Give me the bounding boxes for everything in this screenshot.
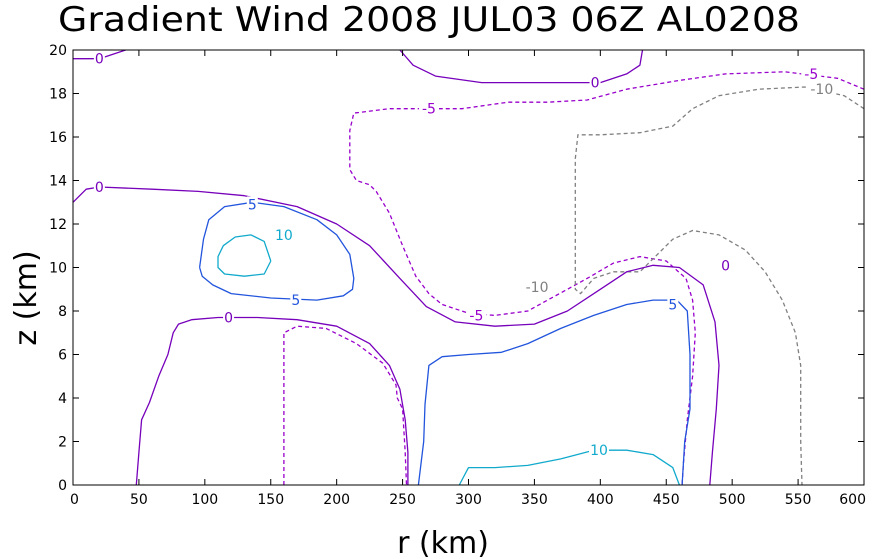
contour-label: -5 [469,308,483,324]
x-tick-label: 400 [587,492,614,508]
contour-label-bg [223,309,235,326]
contour-label: 5 [291,293,300,309]
contour-label-bg [589,74,601,91]
contour-line [135,316,409,486]
y-tick-label: 4 [58,391,67,407]
contour-label-bg [290,292,302,309]
contour-label: 5 [248,197,257,213]
contour-line [399,49,644,84]
contour-label: -5 [804,67,818,83]
y-tick-label: 16 [49,130,67,146]
contour-label: -10 [526,280,549,296]
contour-label-bg [807,81,837,98]
y-axis-label: z (km) [9,250,44,345]
x-tick-label: 300 [455,492,482,508]
x-tick-label: 600 [839,492,866,508]
y-axis-ticks: 0 2 4 6 8 10 12 14 16 18 20 [49,43,864,494]
contour-line [198,201,355,301]
x-axis-label: r (km) [397,526,489,559]
x-tick-label: 350 [521,492,548,508]
contour-label-bg [801,65,822,82]
y-tick-label: 10 [49,261,67,277]
contour-label: 5 [668,297,677,313]
y-tick-label: 12 [49,217,67,233]
contour-label-bg [589,442,610,459]
contour-line [283,325,408,486]
y-tick-label: 2 [58,435,67,451]
contour-line [417,299,691,486]
y-tick-label: 20 [49,43,67,59]
contour-label: 0 [591,76,600,92]
contour-label-bg [466,307,487,324]
x-tick-label: 100 [191,492,218,508]
contour-label: 10 [275,228,293,244]
contour-label: 0 [95,52,104,68]
x-tick-label: 50 [130,492,148,508]
y-tick-label: 18 [49,87,67,103]
contour-label-bg [667,296,679,313]
contour-line [349,71,865,486]
contour-line [458,449,681,486]
contour-label-bg [93,50,105,67]
contour-label-bg [273,226,294,243]
x-tick-label: 250 [389,492,416,508]
x-tick-label: 150 [257,492,284,508]
contour-label: -5 [422,102,436,118]
contour-label: -10 [810,82,833,98]
contour-label-bg [720,257,732,274]
y-tick-label: 14 [49,174,67,190]
x-axis-ticks: 0 50 100 150 200 250 300 350 400 450 500 550 600 [70,50,866,508]
x-tick-label: 200 [323,492,350,508]
x-tick-label: 500 [719,492,746,508]
contour-line [217,234,272,277]
contour-label-bg [93,179,105,196]
x-tick-label: 0 [70,492,79,508]
contour-label: 0 [95,180,104,196]
contour-label: 0 [721,258,730,274]
x-tick-label: 550 [785,492,812,508]
y-tick-label: 0 [58,478,67,494]
contour-line [72,186,720,486]
y-tick-label: 8 [58,304,67,320]
contour-label-bg [418,100,439,117]
x-tick-label: 450 [653,492,680,508]
contour-label: 0 [224,311,233,327]
contour-line [574,86,865,486]
contour-label-bg [246,196,258,213]
contour-label: 10 [590,443,608,459]
chart-title: Gradient Wind 2008 JUL03 06Z AL0208 [58,0,800,40]
contour-label-bg [522,279,552,296]
y-tick-label: 6 [58,348,67,364]
